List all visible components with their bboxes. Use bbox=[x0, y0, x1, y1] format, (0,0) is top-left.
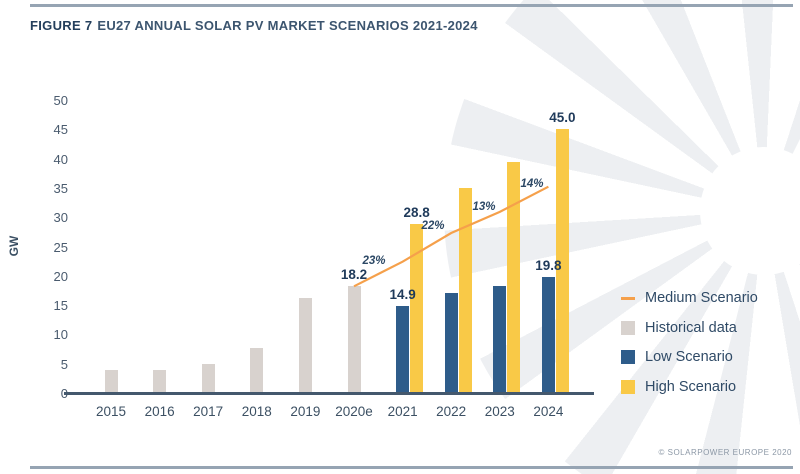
figure-title-text: EU27 ANNUAL SOLAR PV MARKET SCENARIOS 20… bbox=[97, 18, 478, 33]
x-axis-tick-2015: 2015 bbox=[95, 404, 127, 419]
y-axis-tick-15: 15 bbox=[53, 298, 68, 314]
x-axis-line bbox=[64, 392, 594, 395]
value-label-low-scenario-2024: 19.8 bbox=[535, 257, 562, 273]
bar-high-scenario-2022 bbox=[458, 187, 472, 393]
bar-low-scenario-2021 bbox=[396, 305, 410, 393]
y-axis-tick-45: 45 bbox=[53, 122, 68, 138]
figure-number: FIGURE 7 bbox=[30, 18, 93, 33]
top-rule bbox=[30, 4, 793, 7]
sunburst-decoration bbox=[444, 0, 800, 474]
legend-label-medium-scenario: Medium Scenario bbox=[645, 290, 758, 306]
legend-item-high-scenario: High Scenario bbox=[621, 378, 758, 395]
x-axis-tick-2023: 2023 bbox=[484, 404, 515, 419]
legend-label-high-scenario: High Scenario bbox=[645, 378, 737, 395]
x-axis-tick-2020e: 2020e bbox=[335, 404, 373, 419]
y-axis-tick-50: 50 bbox=[53, 93, 68, 108]
y-axis-tick-40: 40 bbox=[53, 151, 68, 167]
legend-item-medium-scenario: Medium Scenario bbox=[621, 290, 758, 306]
x-axis-tick-2021: 2021 bbox=[387, 404, 418, 419]
y-axis-tick-20: 20 bbox=[53, 268, 68, 284]
bar-historical-data-2017 bbox=[201, 364, 215, 393]
x-axis-tick-2022: 2022 bbox=[436, 404, 467, 419]
figure-title: FIGURE 7 EU27 ANNUAL SOLAR PV MARKET SCEN… bbox=[30, 18, 478, 33]
value-label-low-scenario-2021: 14.9 bbox=[389, 286, 416, 302]
x-axis-tick-2017: 2017 bbox=[193, 404, 224, 419]
y-axis-tick-10: 10 bbox=[53, 327, 68, 343]
bar-historical-data-2015 bbox=[104, 369, 118, 393]
value-label-high-scenario-2021: 28.8 bbox=[403, 205, 430, 221]
growth-label-3: 13% bbox=[472, 201, 496, 213]
x-axis-tick-2016: 2016 bbox=[144, 404, 175, 419]
y-axis-tick-30: 30 bbox=[53, 210, 68, 226]
bar-historical-data-2016 bbox=[153, 370, 167, 393]
bar-high-scenario-2023 bbox=[507, 161, 521, 393]
medium-scenario-line-swatch bbox=[621, 296, 635, 300]
value-label-historical-data-2020e: 18.2 bbox=[340, 267, 368, 283]
value-label-high-scenario-2024: 45.0 bbox=[549, 110, 576, 126]
growth-label-1: 23% bbox=[362, 255, 386, 267]
copyright-note: © SOLARPOWER EUROPE 2020 bbox=[658, 448, 792, 457]
x-axis-tick-2019: 2019 bbox=[290, 404, 321, 419]
low-scenario-swatch bbox=[621, 350, 635, 364]
bar-historical-data-2020e bbox=[347, 286, 361, 393]
bar-high-scenario-2024 bbox=[555, 129, 569, 393]
legend-item-historical-data: Historical data bbox=[621, 319, 758, 336]
bottom-rule bbox=[30, 466, 793, 469]
bar-low-scenario-2024 bbox=[541, 276, 555, 393]
growth-label-2: 22% bbox=[421, 220, 445, 232]
y-axis-tick-35: 35 bbox=[53, 180, 68, 196]
bar-low-scenario-2023 bbox=[493, 285, 507, 393]
x-axis-tick-2018: 2018 bbox=[241, 404, 272, 419]
historical-data-swatch bbox=[621, 320, 635, 335]
legend-label-low-scenario: Low Scenario bbox=[645, 349, 733, 365]
x-axis-tick-2024: 2024 bbox=[533, 404, 564, 419]
legend: Medium Scenario Historical data Low Scen… bbox=[621, 290, 758, 409]
growth-label-4: 14% bbox=[520, 178, 544, 190]
bar-historical-data-2018 bbox=[250, 348, 264, 393]
high-scenario-swatch bbox=[621, 379, 635, 394]
y-axis-tick-5: 5 bbox=[60, 356, 68, 372]
bar-historical-data-2019 bbox=[298, 298, 312, 393]
bar-high-scenario-2021 bbox=[410, 224, 424, 393]
y-axis-tick-25: 25 bbox=[53, 239, 68, 255]
legend-item-low-scenario: Low Scenario bbox=[621, 349, 758, 365]
legend-label-historical-data: Historical data bbox=[645, 319, 737, 336]
bar-low-scenario-2022 bbox=[444, 293, 458, 393]
